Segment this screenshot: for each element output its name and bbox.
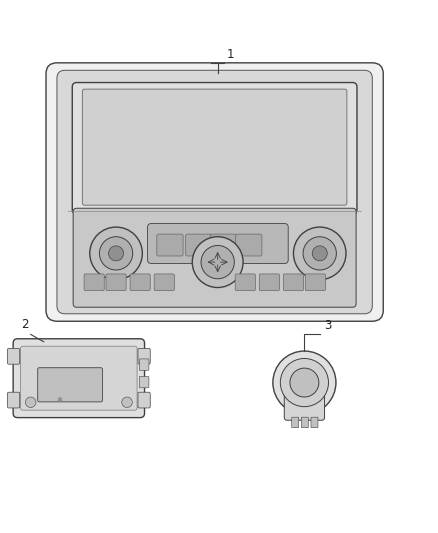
Circle shape (280, 359, 328, 407)
Circle shape (303, 237, 336, 270)
Text: ✱: ✱ (56, 397, 62, 403)
FancyBboxPatch shape (72, 83, 357, 214)
FancyBboxPatch shape (13, 339, 145, 418)
FancyBboxPatch shape (73, 208, 356, 307)
FancyBboxPatch shape (57, 70, 372, 314)
Circle shape (122, 397, 132, 408)
FancyBboxPatch shape (292, 417, 299, 427)
Text: 2: 2 (21, 318, 28, 331)
FancyBboxPatch shape (157, 234, 183, 256)
Circle shape (90, 227, 142, 280)
Circle shape (290, 368, 319, 397)
Circle shape (25, 397, 36, 408)
FancyBboxPatch shape (311, 417, 318, 427)
FancyBboxPatch shape (284, 386, 325, 420)
FancyBboxPatch shape (46, 63, 383, 321)
Circle shape (201, 246, 234, 279)
Circle shape (109, 246, 124, 261)
FancyBboxPatch shape (154, 274, 174, 290)
FancyBboxPatch shape (139, 376, 149, 388)
FancyBboxPatch shape (130, 274, 150, 290)
FancyBboxPatch shape (106, 274, 126, 290)
FancyBboxPatch shape (148, 223, 288, 263)
FancyBboxPatch shape (7, 349, 20, 364)
FancyBboxPatch shape (301, 417, 308, 427)
Circle shape (312, 246, 327, 261)
Circle shape (293, 227, 346, 280)
FancyBboxPatch shape (84, 274, 104, 290)
Text: 1: 1 (226, 47, 234, 61)
FancyBboxPatch shape (138, 392, 150, 408)
FancyBboxPatch shape (82, 89, 347, 205)
FancyBboxPatch shape (38, 368, 102, 402)
FancyBboxPatch shape (236, 234, 262, 256)
FancyBboxPatch shape (7, 392, 20, 408)
Text: 3: 3 (324, 319, 332, 332)
Circle shape (99, 237, 133, 270)
FancyBboxPatch shape (259, 274, 279, 290)
FancyBboxPatch shape (305, 274, 325, 290)
FancyBboxPatch shape (138, 349, 150, 364)
FancyBboxPatch shape (235, 274, 255, 290)
Circle shape (273, 351, 336, 414)
FancyBboxPatch shape (139, 359, 149, 370)
FancyBboxPatch shape (283, 274, 304, 290)
FancyBboxPatch shape (186, 234, 212, 256)
FancyBboxPatch shape (21, 346, 137, 410)
Circle shape (192, 237, 243, 287)
FancyBboxPatch shape (211, 234, 237, 256)
